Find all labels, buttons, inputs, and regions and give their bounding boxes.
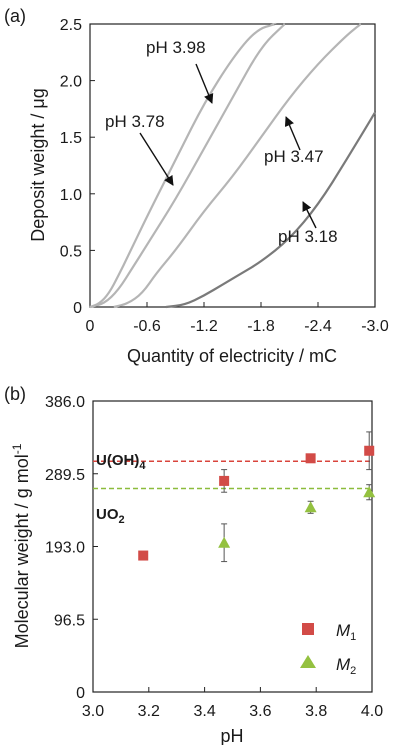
panel-a-x-axis-label: Quantity of electricity / mC — [127, 346, 337, 366]
panel-b-y-tick-label: 0 — [76, 685, 85, 702]
data-point-m2 — [218, 536, 231, 548]
legend-label-m2: M2 — [336, 655, 356, 677]
legend-marker-m2 — [300, 655, 316, 668]
panel-b-y-tick-label: 96.5 — [54, 612, 85, 629]
panel-a-x-tick-label: -0.6 — [133, 318, 161, 335]
panel-b-x-tick-label: 3.0 — [82, 703, 104, 720]
panel-b-x-tick-label: 3.2 — [138, 703, 160, 720]
panel-b: (b) 3.0 3.2 3.4 3.6 3.8 4.0 0 96.5 193.0 289.5 386… — [4, 384, 383, 745]
panel-a-label: (a) — [4, 6, 26, 26]
label-arrow — [284, 116, 301, 151]
data-point-m2 — [363, 486, 376, 498]
panel-b-label: (b) — [4, 384, 26, 404]
panel-b-y-tick-label: 193.0 — [45, 540, 85, 557]
panel-a-x-tick-label: -3.0 — [361, 318, 389, 335]
panel-b-x-axis-label: pH — [220, 726, 243, 745]
reference-label-uo2: UO2 — [96, 506, 125, 526]
panel-b-y-axis-label: Molecular weight / g mol-1 — [10, 443, 32, 648]
curve-ph-3-47 — [113, 23, 362, 309]
data-point-m1 — [364, 445, 375, 456]
reference-label-u-oh-4: U(OH)4 — [96, 452, 146, 472]
panel-a-y-axis-label: Deposit weight / μg — [28, 88, 48, 241]
panel-a-y-tick-label: 0 — [73, 300, 82, 317]
curve-label-ph-3-78: pH 3.78 — [105, 112, 165, 131]
data-point-m1 — [138, 550, 149, 561]
panel-a-y-tick-label: 1.0 — [60, 187, 82, 204]
legend-marker-m1 — [302, 623, 314, 635]
data-point-m1 — [219, 475, 230, 486]
panel-a-y-tick-label: 1.5 — [60, 130, 82, 147]
panel-a-plot-frame — [89, 23, 376, 308]
curve-label-arrows — [139, 63, 317, 229]
panel-b-y-tick-label: 289.5 — [45, 467, 85, 484]
panel-a-x-tick-label: -1.8 — [247, 318, 275, 335]
data-point-m2 — [304, 501, 317, 513]
panel-b-x-tick-label: 3.8 — [305, 703, 327, 720]
legend: M1 M2 — [300, 621, 356, 677]
curve-ph-3-78 — [89, 23, 286, 309]
panel-a-y-tick-label: 2.5 — [60, 17, 82, 34]
legend-label-m1: M1 — [336, 621, 356, 643]
curve-ph-3-98 — [89, 22, 277, 309]
panel-a-x-tick-label: -2.4 — [304, 318, 332, 335]
panel-b-x-tick-label: 4.0 — [361, 703, 383, 720]
panel-a-x-tick-label: -1.2 — [190, 318, 218, 335]
panel-a: (a) 0 -0.6 -1.2 -1.8 -2.4 -3.0 0 0.5 1.0 1.5 2.0 2.… — [4, 6, 389, 366]
panel-b-y-tick-label: 386.0 — [45, 394, 85, 411]
panel-a-x-tick-label: 0 — [86, 318, 95, 335]
panel-a-y-tick-label: 0.5 — [60, 243, 82, 260]
panel-b-plot-frame — [92, 400, 373, 693]
label-arrow — [302, 201, 317, 229]
panel-b-x-tick-label: 3.6 — [249, 703, 271, 720]
data-point-m1 — [305, 453, 316, 464]
curve-label-ph-3-47: pH 3.47 — [264, 147, 324, 166]
label-arrow — [195, 63, 214, 104]
curve-label-ph-3-18: pH 3.18 — [278, 227, 338, 246]
panel-a-y-tick-label: 2.0 — [60, 74, 82, 91]
panel-b-x-tick-label: 3.4 — [193, 703, 215, 720]
label-arrow — [139, 132, 174, 186]
curve-ph-3-18 — [165, 111, 377, 309]
curve-label-ph-3-98: pH 3.98 — [146, 38, 206, 57]
